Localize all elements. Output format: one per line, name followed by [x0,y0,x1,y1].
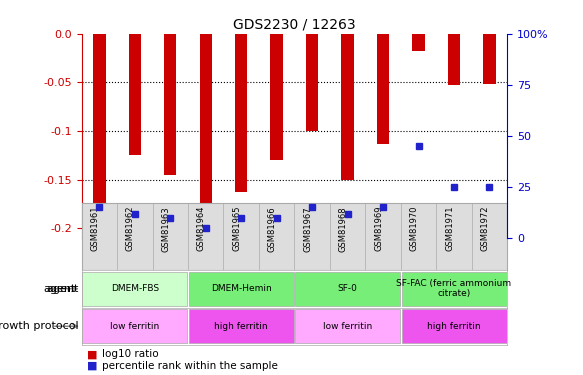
Text: GSM81967: GSM81967 [303,206,312,252]
Text: DMEM-FBS: DMEM-FBS [111,284,159,293]
Text: GSM81963: GSM81963 [161,206,170,252]
Bar [402,309,507,343]
Bar [377,34,389,144]
Text: GSM81964: GSM81964 [196,206,206,251]
Text: log10 ratio: log10 ratio [102,350,159,359]
Bar [295,272,400,306]
Text: GSM81962: GSM81962 [126,206,135,251]
Text: GSM81970: GSM81970 [409,206,419,251]
Bar [82,272,187,306]
Text: SF-0: SF-0 [338,284,357,293]
Bar [295,309,400,343]
Bar [306,34,318,131]
Bar [189,309,294,343]
Bar [189,272,294,306]
Bar [199,34,212,230]
Text: percentile rank within the sample: percentile rank within the sample [102,361,278,370]
Text: agent: agent [46,284,79,294]
Bar [235,34,247,192]
Text: DMEM-Hemin: DMEM-Hemin [211,284,272,293]
Text: agent: agent [43,284,76,294]
Bar [271,34,283,160]
Bar [412,34,425,51]
Text: high ferritin: high ferritin [427,322,481,331]
Text: ■: ■ [87,361,98,370]
Text: GSM81961: GSM81961 [90,206,99,251]
Text: low ferritin: low ferritin [110,322,159,331]
Bar [93,34,106,228]
Title: GDS2230 / 12263: GDS2230 / 12263 [233,17,356,31]
Bar [483,34,496,84]
Text: ■: ■ [87,350,98,359]
Text: GSM81969: GSM81969 [374,206,383,251]
Text: low ferritin: low ferritin [323,322,372,331]
Text: GSM81971: GSM81971 [445,206,454,251]
Text: GSM81968: GSM81968 [339,206,347,252]
Bar [448,34,460,86]
Bar [164,34,177,175]
Text: GSM81965: GSM81965 [232,206,241,251]
Bar [342,34,354,180]
Text: high ferritin: high ferritin [215,322,268,331]
Text: GSM81966: GSM81966 [268,206,277,252]
Bar [82,309,187,343]
Text: SF-FAC (ferric ammonium
citrate): SF-FAC (ferric ammonium citrate) [396,279,511,298]
Bar [129,34,141,155]
Text: GSM81972: GSM81972 [480,206,490,251]
Bar [402,272,507,306]
Text: growth protocol: growth protocol [0,321,79,331]
